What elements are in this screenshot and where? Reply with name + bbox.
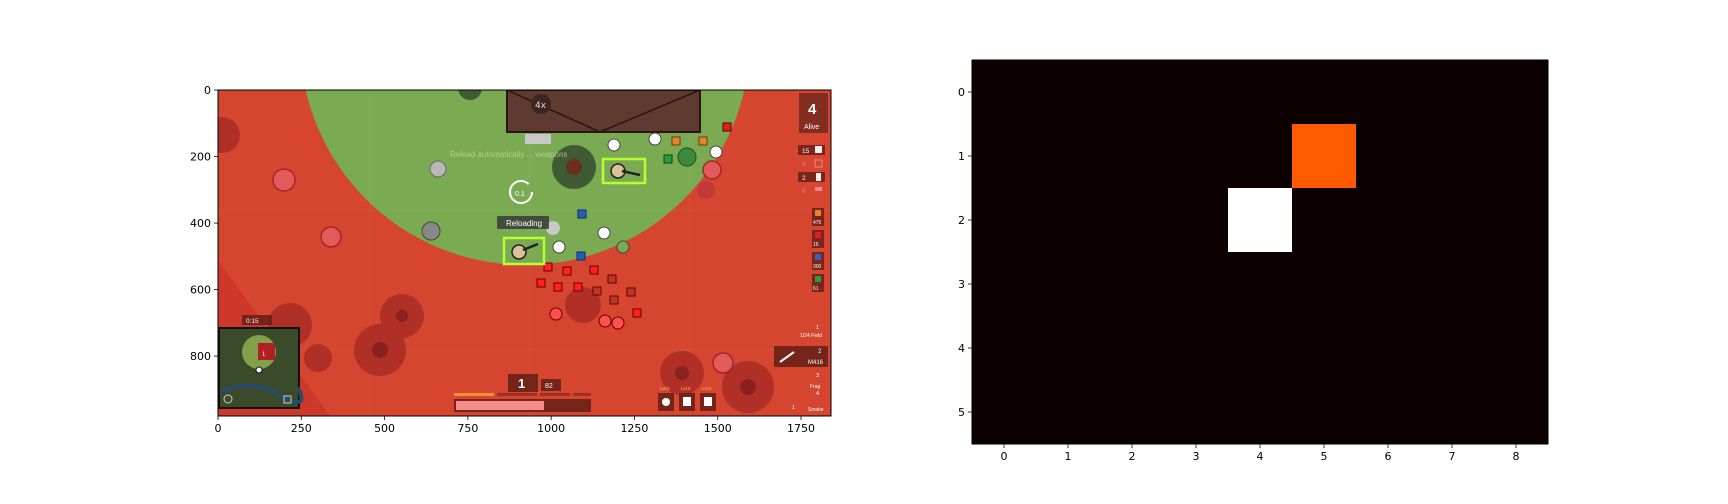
heatmap-y-tick-label: 0	[958, 86, 965, 99]
equipment-slots: Lvl.0 Lvl.0 Lvl.0	[658, 386, 716, 411]
medkit-icon	[814, 159, 823, 168]
ammo-clip: 1	[518, 376, 525, 391]
svg-text:0: 0	[802, 161, 806, 168]
svg-text:1: 1	[816, 325, 819, 331]
svg-text:2: 2	[818, 349, 822, 355]
gas-timer: 0:15	[242, 315, 272, 325]
svg-text:61: 61	[813, 286, 819, 292]
heatmap-x-tick-label: 8	[1513, 450, 1520, 463]
svg-text:1: 1	[792, 405, 795, 411]
x-tick-label: 500	[374, 422, 395, 435]
y-tick-label: 600	[190, 284, 211, 297]
heatmap-y-tick-label: 3	[958, 278, 965, 291]
game-view: 4x	[218, 90, 831, 416]
svg-text:3: 3	[816, 373, 819, 379]
y-tick-label: 200	[190, 151, 211, 164]
heatmap-x-tick-label: 2	[1129, 450, 1136, 463]
svg-text:2: 2	[802, 175, 806, 182]
backpack-icon	[704, 397, 712, 406]
health-bar-fill	[456, 401, 544, 410]
svg-text:Lvl.0: Lvl.0	[702, 386, 712, 391]
heatmap-x-tick-label: 4	[1257, 450, 1264, 463]
ammo-panel: 475 15 300 61	[812, 208, 824, 292]
heatmap-y-tick-label: 5	[958, 406, 965, 419]
svg-text:1: 1	[262, 352, 266, 358]
heatmap-x-tick-label: 6	[1385, 450, 1392, 463]
helmet-icon	[662, 398, 670, 406]
reloading-status: Reloading	[497, 216, 549, 229]
y-tick-label: 800	[190, 350, 211, 363]
settings-icon	[223, 394, 233, 404]
players-alive-count: 4	[808, 101, 817, 118]
player-self	[502, 236, 546, 266]
x-tick-label: 0	[215, 422, 222, 435]
left-x-axis: 0 250 500 750 1000 1250 1500 1750	[215, 416, 815, 435]
minimap[interactable]: 1	[218, 327, 304, 409]
house-building: 4x	[506, 90, 701, 144]
svg-text:15: 15	[813, 242, 819, 248]
heatmap-x-tick-label: 7	[1449, 450, 1456, 463]
heatmap-x-axis: 0 1 2 3 4 5 6 7 8	[1001, 444, 1520, 463]
weapon-slot-active[interactable]	[774, 346, 828, 367]
svg-text:300: 300	[813, 264, 822, 270]
fullscreen-icon	[283, 395, 292, 404]
alive-label: Alive	[804, 124, 819, 131]
reload-timer: 0.1	[509, 180, 533, 204]
heatmap-y-tick-label: 2	[958, 214, 965, 227]
svg-text:0:15: 0:15	[246, 318, 259, 325]
faded-notice: Reload automatically ... weapons	[450, 150, 567, 159]
svg-text:Reloading: Reloading	[506, 219, 542, 228]
x-tick-label: 1000	[537, 422, 565, 435]
heatmap	[971, 59, 1549, 445]
zoom-label: 4x	[535, 101, 547, 111]
safe-zone	[305, 90, 745, 265]
heatmap-x-tick-label: 5	[1321, 450, 1328, 463]
svg-text:Lvl.0: Lvl.0	[660, 386, 670, 391]
heatmap-y-axis: 0 1 2 3 4 5	[958, 86, 972, 419]
svg-text:15: 15	[802, 148, 810, 155]
svg-text:475: 475	[813, 220, 822, 226]
svg-text:Lvl.0: Lvl.0	[681, 386, 691, 391]
heatmap-y-tick-label: 1	[958, 150, 965, 163]
x-tick-label: 1750	[787, 422, 815, 435]
heatmap-x-tick-label: 0	[1001, 450, 1008, 463]
svg-text:1/24 Field: 1/24 Field	[800, 333, 822, 339]
weapon-slots[interactable]: 1 1/24 Field 2 M416 3 4 Frag 1 Smoke	[774, 325, 828, 413]
rifle-icon	[779, 351, 795, 363]
left-y-axis: 0 200 400 600 800	[190, 84, 218, 363]
svg-text:0.1: 0.1	[515, 191, 525, 198]
svg-text:0: 0	[802, 188, 806, 195]
heatmap-y-tick-label: 4	[958, 342, 965, 355]
player-enemy	[601, 157, 647, 185]
svg-text:4: 4	[816, 391, 819, 397]
bandage-icon	[815, 146, 822, 153]
ammo-health-bar: 1 82	[454, 374, 591, 412]
alive-counter: 4 Alive	[799, 93, 828, 133]
pill-icon	[815, 187, 822, 191]
loot-items	[536, 122, 732, 330]
y-tick-label: 0	[204, 84, 211, 97]
x-tick-label: 250	[291, 422, 312, 435]
vest-icon	[683, 397, 691, 406]
x-tick-label: 750	[457, 422, 478, 435]
svg-text:Smoke: Smoke	[808, 407, 824, 413]
heatmap-cell	[1292, 124, 1356, 188]
svg-text:Frag: Frag	[810, 384, 821, 390]
y-tick-label: 400	[190, 217, 211, 230]
heatmap-x-tick-label: 1	[1065, 450, 1072, 463]
heatmap-x-tick-label: 3	[1193, 450, 1200, 463]
x-tick-label: 1500	[704, 422, 732, 435]
ammo-reserve: 82	[545, 383, 553, 390]
soda-icon	[816, 173, 821, 181]
heatmap-cell	[1228, 188, 1292, 252]
x-tick-label: 1250	[620, 422, 648, 435]
svg-text:M416: M416	[808, 360, 824, 366]
rocks	[272, 147, 734, 374]
inventory-panel[interactable]: 15 0 2 0	[798, 145, 825, 195]
